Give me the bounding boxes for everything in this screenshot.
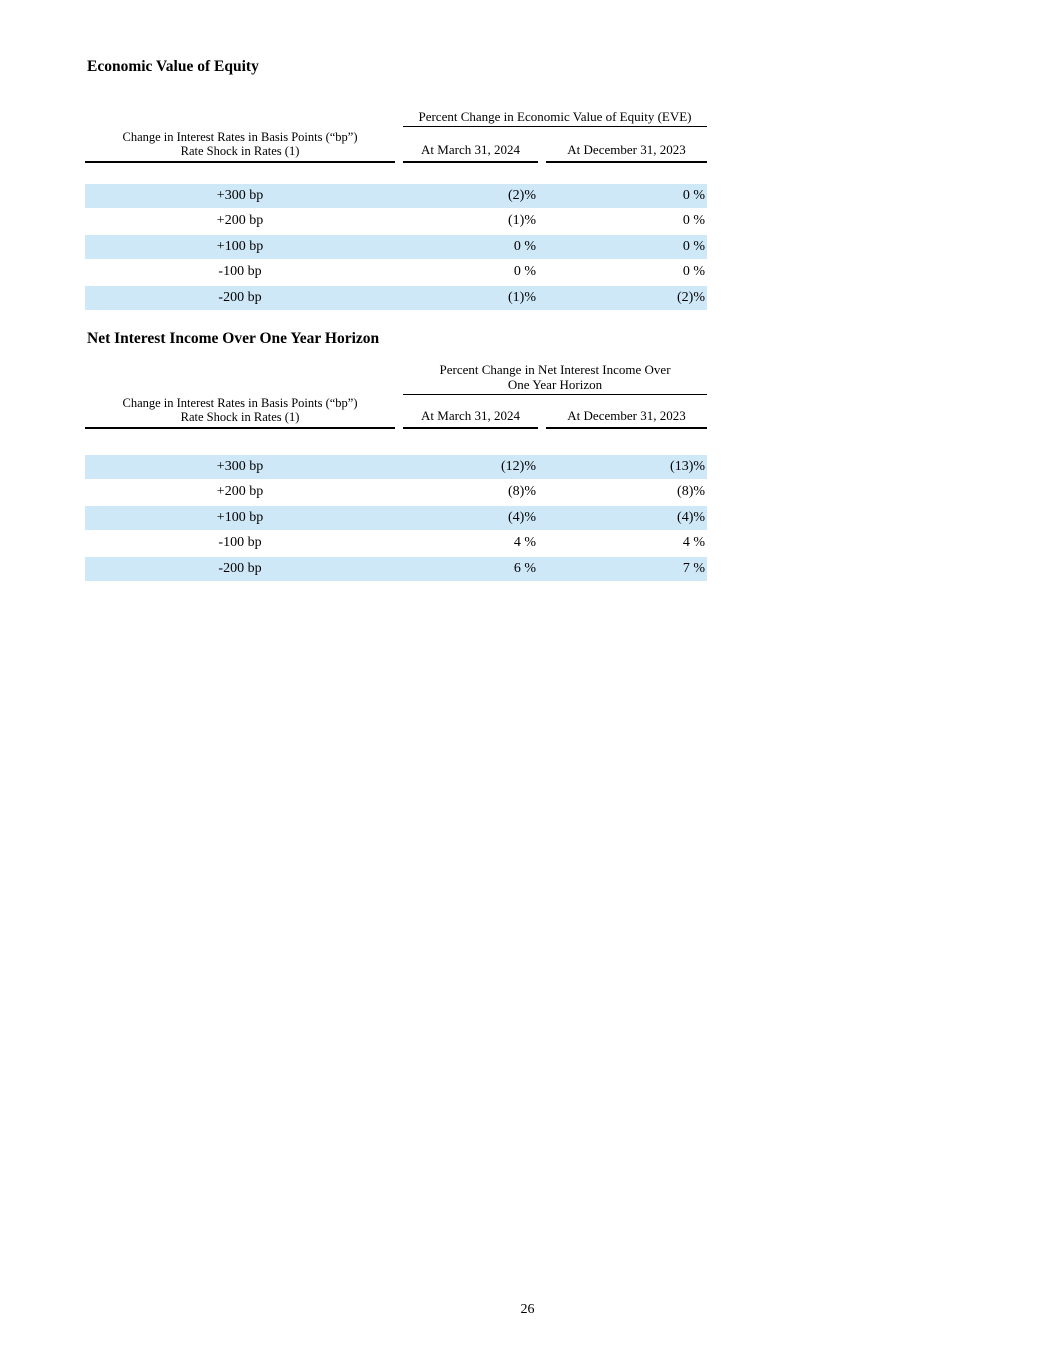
row-label: +300 bp <box>85 182 395 210</box>
cell-mar2024: 4 % <box>513 535 536 551</box>
cell-mar2024: (2)% <box>403 182 538 210</box>
row-label: -200 bp <box>85 555 395 583</box>
table-row: +100 bp (4)% (4)% <box>85 504 708 532</box>
table-row: +200 bp (8)% (8)% <box>85 480 707 506</box>
eve-column-header-dec2023: At December 31, 2023 <box>546 126 707 163</box>
cell-dec2023: (13)% <box>546 453 708 481</box>
eve-row-header-line2: Rate Shock in Rates (1) <box>180 144 300 158</box>
nii-column-header-row: Change in Interest Rates in Basis Points… <box>85 394 708 429</box>
eve-group-header: Percent Change in Economic Value of Equi… <box>403 100 707 127</box>
nii-group-header-line1: Percent Change in Net Interest Income Ov… <box>439 361 671 377</box>
cell-dec2023: (2)% <box>546 284 707 312</box>
nii-row-header-line1: Change in Interest Rates in Basis Points… <box>122 396 358 410</box>
cell-mar2024: 0 % <box>513 264 536 280</box>
table-row: +300 bp (12)% (13)% <box>85 453 708 481</box>
section-heading-economic-value-of-equity: Economic Value of Equity <box>87 58 259 75</box>
table-row: +100 bp 0 % 0 % <box>85 233 707 261</box>
nii-spacer-row <box>85 428 707 454</box>
cell-mar2024: (1)% <box>403 284 538 312</box>
table-row: -200 bp (1)% (2)% <box>85 284 707 312</box>
table-row: -100 bp 0 % 0 % <box>85 260 707 286</box>
eve-column-header-row: Change in Interest Rates in Basis Points… <box>85 126 707 163</box>
nii-column-header-dec2023: At December 31, 2023 <box>546 394 708 429</box>
cell-dec2023: (8)% <box>677 484 706 500</box>
eve-column-header-mar2024: At March 31, 2024 <box>403 126 538 163</box>
table-row: -100 bp 4 % 4 % <box>85 531 707 557</box>
nii-column-header-mar2024: At March 31, 2024 <box>403 394 538 429</box>
cell-dec2023: 0 % <box>546 182 707 210</box>
eve-row-header-line1: Change in Interest Rates in Basis Points… <box>122 130 358 144</box>
cell-dec2023: 0 % <box>682 213 705 229</box>
table-row: -200 bp 6 % 7 % <box>85 555 708 583</box>
cell-mar2024: (1)% <box>508 213 536 229</box>
row-label: -100 bp <box>218 535 262 551</box>
eve-spacer-row <box>85 162 707 183</box>
nii-group-header-row: Percent Change in Net Interest Income Ov… <box>85 360 708 395</box>
row-label: +300 bp <box>85 453 395 481</box>
nii-row-header-line2: Rate Shock in Rates (1) <box>180 410 300 424</box>
cell-dec2023: 4 % <box>682 535 706 551</box>
eve-table: Percent Change in Economic Value of Equi… <box>85 100 707 312</box>
cell-dec2023: 0 % <box>546 233 707 261</box>
eve-group-header-text: Percent Change in Economic Value of Equi… <box>418 108 692 124</box>
cell-dec2023: 0 % <box>682 264 705 280</box>
table-row: +200 bp (1)% 0 % <box>85 209 707 235</box>
cell-dec2023: 7 % <box>546 555 708 583</box>
row-label: +100 bp <box>85 504 395 532</box>
cell-mar2024: 6 % <box>403 555 538 583</box>
nii-row-header: Change in Interest Rates in Basis Points… <box>85 394 395 429</box>
row-label: +100 bp <box>85 233 395 261</box>
cell-mar2024: 0 % <box>403 233 538 261</box>
page-number: 26 <box>520 1302 535 1317</box>
nii-group-header-line2: One Year Horizon <box>507 376 603 392</box>
cell-mar2024: (12)% <box>403 453 538 481</box>
eve-row-header: Change in Interest Rates in Basis Points… <box>85 126 395 163</box>
row-label: -100 bp <box>218 264 262 280</box>
section-heading-net-interest-income: Net Interest Income Over One Year Horizo… <box>87 330 380 347</box>
cell-mar2024: (8)% <box>508 484 536 500</box>
row-label: +200 bp <box>216 213 264 229</box>
row-label: +200 bp <box>216 484 264 500</box>
cell-dec2023: (4)% <box>546 504 708 532</box>
eve-group-header-row: Percent Change in Economic Value of Equi… <box>85 100 707 127</box>
nii-table: Percent Change in Net Interest Income Ov… <box>85 360 708 583</box>
cell-mar2024: (4)% <box>403 504 538 532</box>
table-row: +300 bp (2)% 0 % <box>85 182 707 210</box>
nii-group-header: Percent Change in Net Interest Income Ov… <box>403 360 708 395</box>
row-label: -200 bp <box>85 284 395 312</box>
